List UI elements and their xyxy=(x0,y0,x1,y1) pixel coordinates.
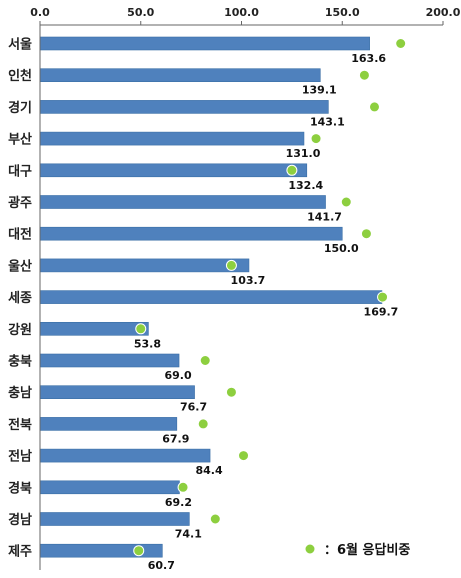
response-dot xyxy=(310,133,322,145)
category-label: 대구 xyxy=(8,164,32,179)
bar xyxy=(39,321,149,336)
response-dot xyxy=(238,450,250,462)
category-label: 서울 xyxy=(8,37,32,53)
category-label: 울산 xyxy=(8,258,32,274)
bar xyxy=(39,68,321,82)
legend-label: ：6월 응답비중 xyxy=(324,542,410,558)
category-label: 부산 xyxy=(8,132,32,148)
category-label: 전남 xyxy=(8,449,32,465)
bar-value-label: 60.7 xyxy=(148,559,175,572)
bar-value-label: 132.4 xyxy=(288,179,323,192)
response-dot xyxy=(133,545,145,557)
category-label: 제주 xyxy=(8,545,32,560)
x-tick-label: 0.0 xyxy=(30,6,50,19)
bar xyxy=(39,353,180,368)
bar xyxy=(39,480,180,495)
category-label: 전북 xyxy=(8,417,32,433)
bar-value-label: 103.7 xyxy=(231,274,266,287)
bar-value-label: 69.2 xyxy=(165,496,192,509)
response-dot xyxy=(225,386,237,398)
category-label: 인천 xyxy=(8,68,32,84)
legend-marker xyxy=(304,543,316,555)
top-axis: 0.0 50.0 100.0 150.0 200.0 서울인천경기부산대구광주대전울산세종… xyxy=(8,6,461,570)
bar xyxy=(39,131,305,146)
response-dot xyxy=(225,259,237,271)
response-dot xyxy=(340,196,352,208)
bar xyxy=(39,226,343,241)
category-label: 강원 xyxy=(8,322,32,338)
bar-value-label: 163.6 xyxy=(351,52,386,65)
bar xyxy=(39,512,190,526)
response-dot xyxy=(286,164,298,176)
bars-group: 163.6 139.1 143.1 131.0 132.4 141.7 150.0 103.7… xyxy=(39,36,399,572)
category-label: 세종 xyxy=(8,291,32,306)
category-label: 경기 xyxy=(8,100,32,116)
category-label: 충북 xyxy=(8,354,32,370)
bar-value-label: 76.7 xyxy=(180,401,207,414)
x-tick-label: 50.0 xyxy=(127,6,154,19)
category-label: 충남 xyxy=(8,385,32,401)
bar xyxy=(39,385,195,400)
category-label: 경남 xyxy=(8,512,32,528)
x-tick-label: 150.0 xyxy=(325,6,360,19)
response-dot xyxy=(197,418,209,430)
bar-value-label: 53.8 xyxy=(134,337,161,350)
bar xyxy=(39,290,383,304)
response-dot xyxy=(209,513,221,525)
bar-value-label: 69.0 xyxy=(164,369,191,382)
response-dot xyxy=(360,228,372,240)
response-dot xyxy=(199,355,211,366)
bar-value-label: 84.4 xyxy=(195,464,222,477)
bar-value-label: 67.9 xyxy=(162,432,189,445)
x-tick-label: 200.0 xyxy=(426,6,461,19)
response-dot xyxy=(135,323,147,335)
response-dot xyxy=(377,291,389,303)
bar-value-label: 139.1 xyxy=(302,84,337,97)
bar-value-label: 169.7 xyxy=(364,306,399,319)
bar xyxy=(39,100,329,114)
bar-value-label: 74.1 xyxy=(175,528,202,541)
bar xyxy=(39,36,370,51)
bar xyxy=(39,417,178,431)
category-label: 대전 xyxy=(8,227,32,243)
bar-value-label: 141.7 xyxy=(307,211,342,224)
dots-group xyxy=(133,38,407,557)
bar-value-label: 143.1 xyxy=(310,115,345,128)
response-dot xyxy=(358,69,370,81)
x-tick-label: 100.0 xyxy=(224,6,259,19)
bar-value-label: 150.0 xyxy=(324,242,359,255)
response-dot xyxy=(395,38,407,49)
response-dot xyxy=(177,481,189,493)
category-label: 경북 xyxy=(8,480,32,496)
category-label: 광주 xyxy=(8,196,32,211)
legend: ：6월 응답비중 xyxy=(304,542,410,558)
bar xyxy=(39,448,211,463)
bar xyxy=(39,195,326,209)
bar-value-label: 131.0 xyxy=(286,147,321,160)
response-dot xyxy=(368,101,380,113)
bar xyxy=(39,258,250,273)
bar xyxy=(39,163,308,178)
